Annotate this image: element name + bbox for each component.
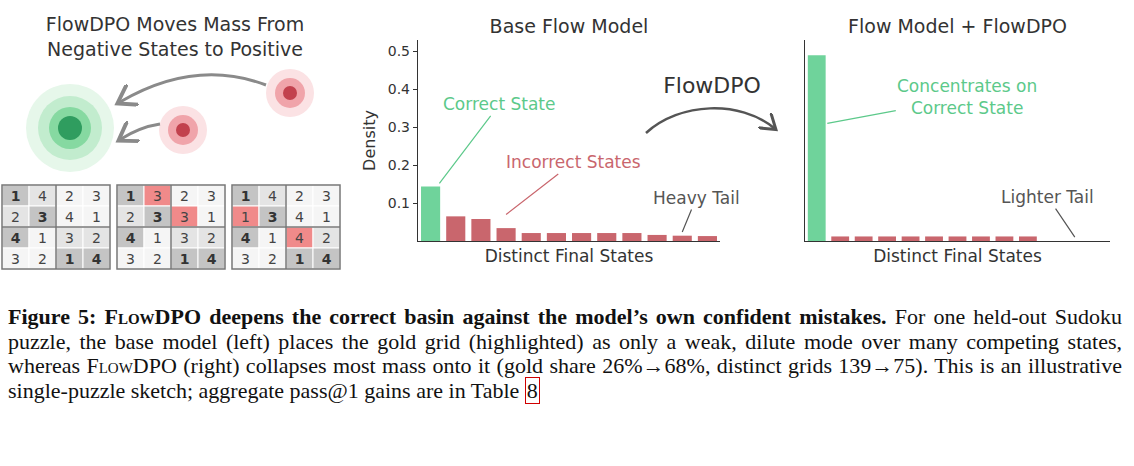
html-text:Figure 5: FlowDPO deepens the: Figure 5: FlowDPO deepens the correct ba… xyxy=(8,304,1122,403)
svg-text:3: 3 xyxy=(207,188,216,204)
svg-text:2: 2 xyxy=(11,209,20,225)
svg-text:0.3: 0.3 xyxy=(388,119,410,135)
svg-text:1: 1 xyxy=(11,188,21,204)
svg-text:FlowDPO Moves Mass From: FlowDPO Moves Mass From xyxy=(46,13,304,35)
svg-text:4: 4 xyxy=(11,230,21,246)
svg-text:4: 4 xyxy=(241,230,251,246)
svg-text:1: 1 xyxy=(92,209,101,225)
svg-text:Concentrates onCorrect State: Concentrates onCorrect State xyxy=(897,76,1037,118)
svg-text:4: 4 xyxy=(295,230,304,246)
svg-text:4: 4 xyxy=(38,188,47,204)
svg-text:FlowDPO: FlowDPO xyxy=(663,73,761,98)
svg-text:1: 1 xyxy=(126,188,136,204)
svg-text:Flow Model + FlowDPO: Flow Model + FlowDPO xyxy=(848,15,1067,37)
svg-text:1: 1 xyxy=(241,188,251,204)
svg-text:Distinct Final States: Distinct Final States xyxy=(873,246,1042,266)
svg-text:4: 4 xyxy=(92,251,102,267)
svg-text:3: 3 xyxy=(126,251,135,267)
svg-text:1: 1 xyxy=(268,230,277,246)
svg-text:3: 3 xyxy=(180,209,189,225)
svg-text:2: 2 xyxy=(65,188,74,204)
svg-text:2: 2 xyxy=(126,209,135,225)
svg-text:3: 3 xyxy=(11,251,20,267)
svg-text:Heavy Tail: Heavy Tail xyxy=(653,188,740,208)
svg-text:4: 4 xyxy=(126,230,136,246)
svg-text:2: 2 xyxy=(180,188,189,204)
svg-text:2: 2 xyxy=(38,251,47,267)
svg-text:3: 3 xyxy=(153,188,162,204)
svg-text:3: 3 xyxy=(268,209,278,225)
svg-text:Density: Density xyxy=(360,110,379,171)
svg-text:0.2: 0.2 xyxy=(388,157,410,173)
svg-text:3: 3 xyxy=(153,209,163,225)
svg-text:3: 3 xyxy=(322,188,331,204)
svg-text:1: 1 xyxy=(180,251,190,267)
svg-text:0.5: 0.5 xyxy=(388,43,410,59)
svg-text:Incorrect States: Incorrect States xyxy=(506,152,641,172)
svg-text:1: 1 xyxy=(322,209,331,225)
svg-text:3: 3 xyxy=(65,230,74,246)
svg-text:1: 1 xyxy=(241,209,250,225)
svg-text:3: 3 xyxy=(92,188,101,204)
svg-text:2: 2 xyxy=(295,188,304,204)
svg-text:Distinct Final States: Distinct Final States xyxy=(485,246,654,266)
svg-text:3: 3 xyxy=(180,230,189,246)
svg-text:Base Flow Model: Base Flow Model xyxy=(490,15,649,37)
svg-text:1: 1 xyxy=(38,230,47,246)
svg-text:1: 1 xyxy=(153,230,162,246)
svg-text:1: 1 xyxy=(207,209,216,225)
svg-text:1: 1 xyxy=(65,251,75,267)
svg-text:2: 2 xyxy=(92,230,101,246)
svg-text:4: 4 xyxy=(207,251,217,267)
svg-text:2: 2 xyxy=(268,251,277,267)
svg-text:3: 3 xyxy=(241,251,250,267)
svg-text:0.1: 0.1 xyxy=(388,195,410,211)
svg-text:4: 4 xyxy=(268,188,277,204)
svg-text:2: 2 xyxy=(322,230,331,246)
svg-text:4: 4 xyxy=(322,251,332,267)
svg-text:4: 4 xyxy=(65,209,74,225)
svg-text:1: 1 xyxy=(295,251,305,267)
svg-text:Negative States to Positive: Negative States to Positive xyxy=(47,38,303,60)
svg-text:2: 2 xyxy=(153,251,162,267)
svg-text:Lighter Tail: Lighter Tail xyxy=(1001,187,1094,207)
svg-text:2: 2 xyxy=(207,230,216,246)
svg-text:3: 3 xyxy=(38,209,48,225)
svg-text:Correct State: Correct State xyxy=(443,94,555,114)
svg-text:4: 4 xyxy=(295,209,304,225)
svg-text:0.4: 0.4 xyxy=(388,81,410,97)
